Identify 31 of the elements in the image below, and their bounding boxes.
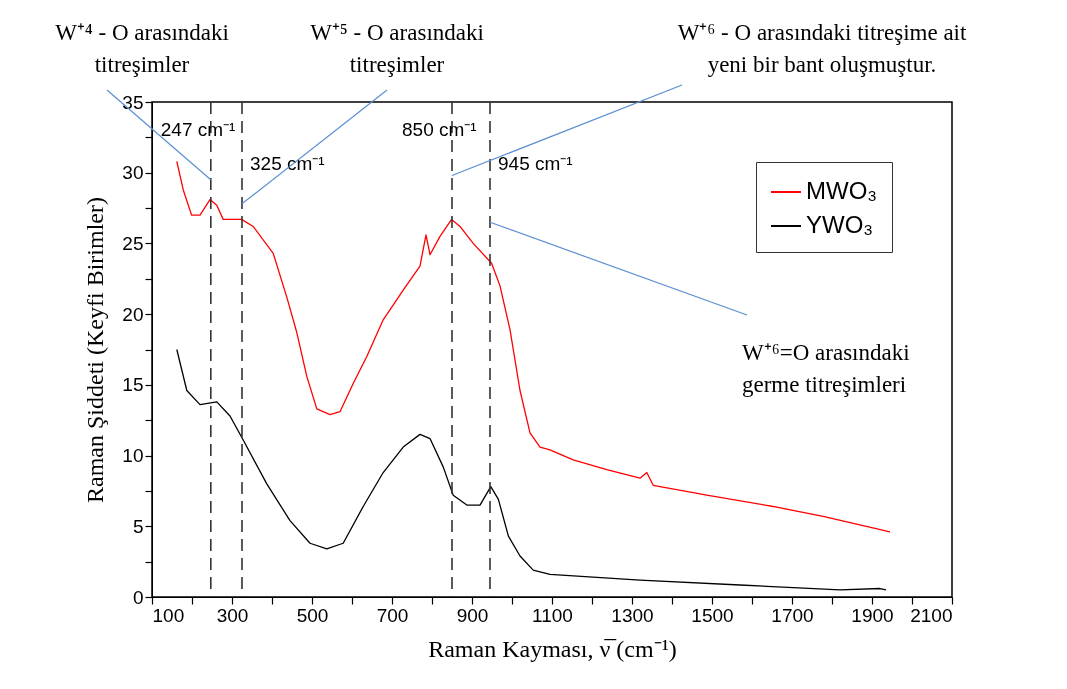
- y-tick-label: 0: [132, 586, 144, 608]
- x-axis-title: Raman Kayması, ν̅ (cm⁻¹): [428, 635, 677, 662]
- ref-line-label: 945 cm⁻¹: [498, 153, 573, 174]
- y-tick-label: 30: [122, 162, 144, 184]
- annotation: W⁺⁶=O arasındaki germe titreşimleri: [742, 340, 910, 397]
- x-tick-label: 1900: [851, 604, 894, 626]
- legend-label: MWO₃: [806, 177, 878, 204]
- x-tick-label: 1100: [532, 604, 573, 626]
- x-tick-label: 1700: [771, 604, 814, 626]
- x-tick-label: 1300: [611, 604, 654, 626]
- ref-line-label: 850 cm⁻¹: [402, 119, 477, 140]
- annotation: W⁺⁴ - O arasındaki titreşimler: [55, 20, 229, 77]
- annotation: W⁺⁶ - O arasındaki titreşime ait yeni bir bant oluşmuştur.: [677, 20, 967, 77]
- ref-line-label: 325 cm⁻¹: [250, 153, 325, 174]
- y-tick-label: 5: [132, 515, 144, 537]
- x-tick-label: 2100: [910, 604, 953, 626]
- y-tick-label: 20: [122, 303, 144, 325]
- annotation: W⁺⁵ - O arasındaki titreşimler: [310, 20, 484, 77]
- x-tick-label: 500: [296, 604, 329, 626]
- y-tick-label: 15: [122, 374, 144, 396]
- x-tick-label: 1500: [691, 604, 734, 626]
- y-tick-label: 10: [122, 445, 144, 467]
- x-tick-label: 700: [376, 604, 409, 626]
- y-tick-label: 25: [122, 232, 144, 254]
- x-tick-label: 100: [152, 604, 185, 626]
- legend-label: YWO₃: [806, 211, 874, 238]
- y-axis-title: Raman Şiddeti (Keyfi Birimler): [82, 197, 109, 503]
- x-tick-label: 900: [456, 604, 489, 626]
- y-tick-label: 35: [122, 91, 144, 113]
- ref-line-label: 247 cm⁻¹: [160, 119, 236, 140]
- x-tick-label: 300: [216, 604, 249, 626]
